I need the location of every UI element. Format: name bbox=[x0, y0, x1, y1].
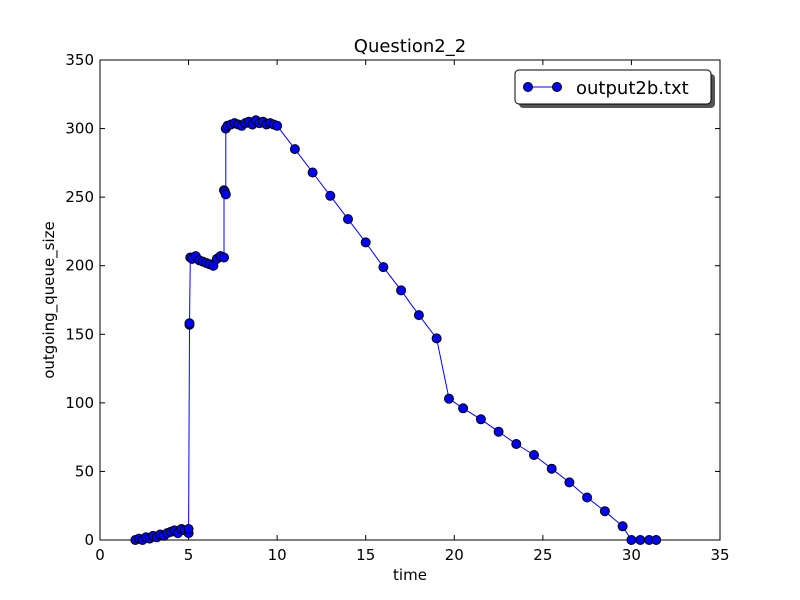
x-tick-label: 25 bbox=[533, 546, 552, 564]
data-point bbox=[219, 252, 229, 263]
legend-entry-label: output2b.txt bbox=[576, 78, 689, 99]
x-tick-label: 20 bbox=[445, 546, 464, 564]
x-tick-label: 30 bbox=[622, 546, 641, 564]
data-point bbox=[360, 237, 371, 248]
x-tick-label: 0 bbox=[95, 546, 105, 564]
data-point bbox=[396, 285, 407, 296]
data-point bbox=[272, 120, 283, 131]
data-point bbox=[289, 144, 300, 155]
data-point bbox=[546, 463, 557, 474]
y-tick-label: 150 bbox=[65, 325, 94, 343]
data-point bbox=[183, 524, 194, 534]
y-tick-label: 250 bbox=[65, 188, 94, 206]
y-tick-label: 100 bbox=[65, 394, 94, 412]
x-tick-label: 5 bbox=[184, 546, 194, 564]
data-point bbox=[599, 506, 610, 517]
data-point bbox=[475, 414, 486, 425]
data-point bbox=[431, 333, 442, 344]
x-axis-label: time bbox=[393, 566, 427, 584]
data-point bbox=[325, 190, 336, 201]
y-tick-label: 0 bbox=[84, 531, 94, 549]
data-point bbox=[635, 535, 646, 545]
data-point bbox=[511, 439, 522, 449]
series-layer bbox=[130, 115, 662, 545]
data-point bbox=[413, 310, 424, 321]
data-point bbox=[458, 403, 469, 414]
legend-box bbox=[514, 69, 712, 105]
chart-title: Question2_2 bbox=[354, 36, 466, 57]
data-point bbox=[184, 318, 195, 329]
data-point bbox=[220, 189, 231, 200]
y-tick-label: 350 bbox=[65, 51, 94, 69]
x-tick-label: 10 bbox=[268, 546, 287, 564]
legend-point-marker bbox=[552, 82, 562, 92]
x-tick-label: 15 bbox=[356, 546, 375, 564]
legend-point-marker bbox=[523, 82, 533, 92]
data-point bbox=[307, 167, 318, 178]
data-point bbox=[378, 262, 389, 273]
data-point bbox=[444, 393, 454, 404]
data-point bbox=[529, 450, 539, 460]
data-point bbox=[582, 492, 593, 503]
plot-frame bbox=[99, 59, 721, 541]
y-tick-label: 200 bbox=[65, 257, 94, 275]
data-point bbox=[651, 535, 662, 545]
data-point bbox=[564, 477, 575, 488]
x-tick-label: 35 bbox=[710, 546, 729, 564]
legend: output2b.txt bbox=[514, 69, 715, 108]
y-axis-label: outgoing_queue_size bbox=[40, 221, 59, 379]
y-tick-label: 300 bbox=[65, 120, 94, 138]
y-tick-label: 50 bbox=[75, 462, 94, 480]
data-point bbox=[617, 521, 628, 532]
data-point bbox=[343, 214, 353, 225]
data-point bbox=[626, 535, 637, 545]
data-point bbox=[493, 426, 504, 437]
